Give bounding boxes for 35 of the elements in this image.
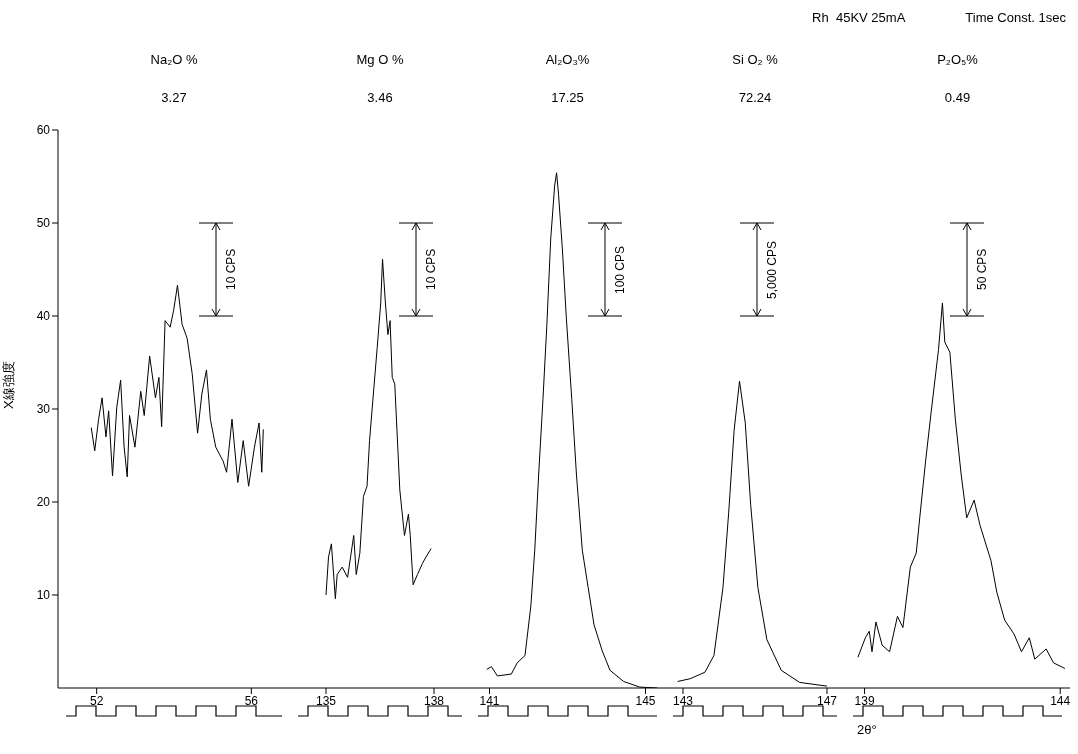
x-tick-label: 145 — [635, 693, 656, 708]
chart-subtitle: 17.25 — [550, 90, 585, 105]
text: Rh 45KV 25mA — [812, 10, 906, 25]
x-axis-title: 2θ° — [857, 722, 877, 737]
x-tick-label: 135 — [315, 693, 337, 708]
annotation: 100 CPS — [612, 244, 627, 296]
y-axis-title: X線強度 — [0, 361, 16, 409]
chart-subtitle: 0.49 — [943, 90, 972, 105]
annotation: 5,000 CPS — [764, 239, 779, 301]
chart-title: Si O₂ % — [731, 52, 779, 67]
x-tick-label: 56 — [244, 693, 259, 708]
y-tick-label: 20 — [36, 495, 51, 510]
y-tick-label: 60 — [36, 123, 51, 138]
x-tick-label: 147 — [816, 693, 838, 708]
y-tick-label: 50 — [36, 216, 51, 231]
annotation: 10 CPS — [223, 247, 238, 293]
annotation: 10 CPS — [424, 247, 438, 293]
text: Time Const. 1sec — [965, 10, 1066, 25]
y-tick-label: 10 — [36, 588, 51, 603]
x-tick-label: 139 — [854, 693, 875, 708]
chart-title: Na₂O % — [149, 52, 199, 67]
x-tick-label: 52 — [89, 693, 104, 708]
chart-title: Mg O % — [355, 52, 405, 67]
annotation: 50 CPS — [974, 247, 989, 293]
chart-subtitle: 3.27 — [160, 90, 188, 105]
chart-title: Al₂O₃% — [544, 52, 591, 67]
x-tick-label: 141 — [479, 693, 500, 708]
x-tick-label: 144 — [1050, 693, 1071, 708]
chart-subtitle: 72.24 — [737, 90, 773, 105]
x-tick-label: 143 — [672, 693, 694, 708]
chart-subtitle: 3.46 — [366, 90, 394, 105]
y-tick-label: 30 — [36, 402, 51, 417]
chart-title: P₂O₅% — [936, 52, 979, 67]
y-tick-label: 40 — [36, 309, 51, 324]
x-tick-label: 138 — [423, 693, 445, 708]
